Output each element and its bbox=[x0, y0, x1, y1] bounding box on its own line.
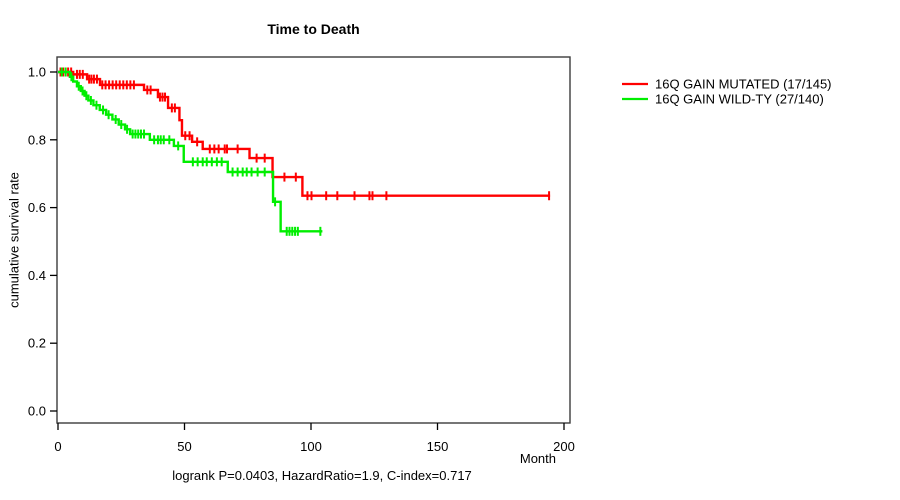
plot-box bbox=[56, 56, 571, 424]
legend-label-mutated: 16Q GAIN MUTATED (17/145) bbox=[655, 77, 832, 92]
x-axis-label: Month bbox=[519, 451, 556, 466]
y-tick-label-2: 0.4 bbox=[28, 268, 46, 283]
chart-title: Time to Death bbox=[267, 21, 360, 37]
survival-curve-wildtype bbox=[58, 70, 323, 233]
x-tick-label-2: 100 bbox=[300, 439, 322, 454]
stats-annotation: logrank P=0.0403, HazardRatio=1.9, C-ind… bbox=[172, 468, 472, 483]
y-tick-label-3: 0.6 bbox=[28, 200, 46, 215]
legend-label-wildtype: 16Q GAIN WILD-TY (27/140) bbox=[655, 92, 824, 107]
censor-marks-wildtype bbox=[60, 67, 322, 236]
y-tick-label-0: 0.0 bbox=[28, 404, 46, 419]
x-tick-label-4: 200 bbox=[553, 439, 575, 454]
y-tick-label-4: 0.8 bbox=[28, 132, 46, 147]
y-tick-label-1: 0.2 bbox=[28, 336, 46, 351]
legend: 16Q GAIN MUTATED (17/145)16Q GAIN WILD-T… bbox=[622, 77, 832, 107]
x-tick-label-0: 0 bbox=[54, 439, 61, 454]
y-tick-label-5: 1.0 bbox=[28, 65, 46, 80]
x-tick-label-3: 150 bbox=[427, 439, 449, 454]
censor-marks-mutated bbox=[59, 67, 551, 201]
x-tick-label-1: 50 bbox=[177, 439, 191, 454]
